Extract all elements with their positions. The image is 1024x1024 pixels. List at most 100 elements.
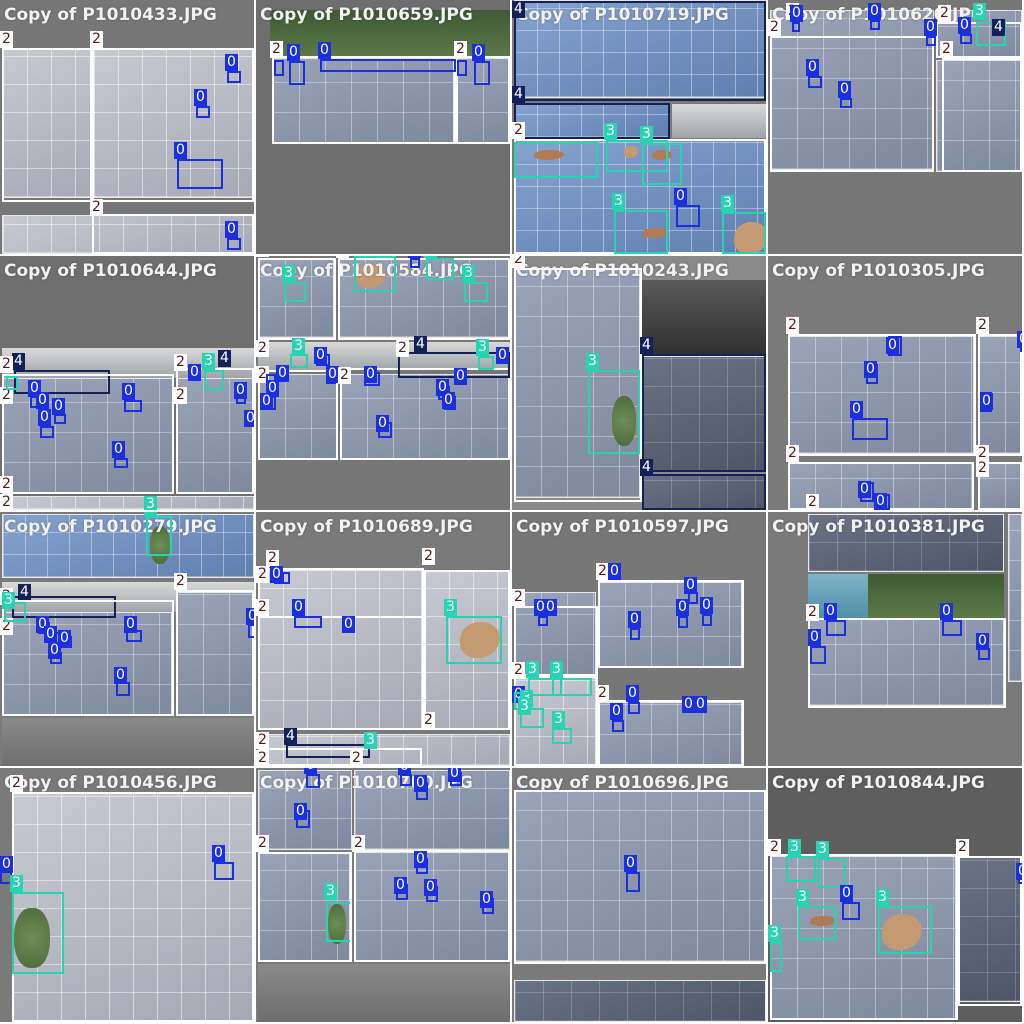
label-class-2: 2 (938, 5, 951, 22)
box-class-0 (960, 34, 972, 44)
solar-panel (258, 770, 352, 850)
label-class-2: 2 (0, 494, 13, 510)
box-class-0 (702, 614, 712, 626)
box-class-0 (400, 774, 412, 786)
box-class-2 (424, 570, 510, 730)
label-class-3: 3 (550, 661, 563, 678)
label-class-0: 0 (624, 855, 637, 872)
label-class-0: 0 (626, 685, 639, 702)
label-class-0: 0 (326, 366, 339, 383)
mosaic-tile: Copy of P1010456.JPG 2 2 0 0 3 (0, 768, 254, 1022)
label-class-2: 2 (174, 354, 187, 371)
mosaic-tile: Copy of P1010644.JPG 4 2 2 0 0 0 0 0 0 2… (0, 256, 254, 510)
label-class-2: 2 (422, 712, 435, 729)
label-class-0: 0 (694, 696, 707, 713)
tile-title: Copy of P1010279.JPG (4, 517, 217, 537)
label-class-2: 2 (0, 356, 13, 373)
box-class-0 (810, 646, 826, 664)
label-class-2: 2 (454, 41, 467, 58)
box-class-0 (942, 620, 962, 636)
box-class-4 (286, 744, 370, 758)
label-class-0: 0 (480, 891, 493, 908)
label-class-2: 2 (0, 618, 13, 635)
leaf-debris (534, 150, 564, 160)
box-class-2 (176, 368, 254, 494)
label-class-0: 0 (676, 599, 689, 616)
label-class-2: 2 (512, 256, 525, 268)
solar-panel (2, 496, 254, 510)
label-class-0: 0 (940, 603, 953, 620)
mosaic-tile: Copy of P1010433.JPG 2 2 0 0 0 2 0 (0, 0, 254, 254)
label-class-3: 3 (144, 496, 157, 510)
box-class-0 (116, 682, 130, 696)
weed-plant (14, 908, 50, 968)
solar-panel (514, 268, 640, 498)
label-class-0: 0 (294, 803, 307, 820)
label-class-3: 3 (144, 512, 157, 516)
label-class-3: 3 (973, 3, 986, 20)
label-class-0: 0 (212, 845, 225, 862)
label-class-2: 2 (256, 566, 269, 583)
label-class-0: 0 (364, 366, 377, 383)
label-class-4: 4 (218, 350, 231, 367)
label-class-3: 3 (604, 123, 617, 140)
label-class-2: 2 (350, 750, 363, 766)
label-class-3: 3 (292, 338, 305, 355)
label-class-0: 0 (684, 577, 697, 594)
box-class-3 (552, 728, 572, 744)
box-class-3 (6, 376, 18, 390)
solar-panel (514, 0, 766, 98)
box-class-0 (248, 624, 254, 638)
label-class-0: 0 (924, 19, 937, 36)
box-class-0 (628, 702, 640, 714)
label-class-0: 0 (260, 393, 273, 410)
box-class-3 (464, 282, 488, 302)
box-class-2 (354, 850, 510, 962)
box-class-2 (788, 334, 976, 456)
leaf-debris (810, 916, 836, 926)
box-class-2 (92, 48, 254, 202)
label-class-2: 2 (256, 732, 269, 749)
label-class-0: 0 (342, 616, 355, 633)
label-class-2: 2 (174, 387, 187, 404)
tile-title: Copy of P1010305.JPG (772, 261, 985, 281)
leaf-debris (624, 146, 638, 158)
label-class-0: 0 (318, 42, 331, 59)
label-class-2: 2 (0, 387, 13, 404)
box-class-2 (978, 334, 1022, 456)
box-class-3 (722, 212, 766, 254)
mosaic-tile: Copy of P1010279.JPG 3 4 2 2 3 0 0 0 0 0… (0, 512, 254, 766)
leaf-debris (460, 622, 500, 658)
box-class-2 (2, 600, 174, 716)
box-class-3 (514, 142, 598, 178)
box-class-0 (474, 61, 490, 85)
label-class-3: 3 (462, 265, 475, 282)
label-class-0: 0 (112, 441, 125, 458)
label-class-0: 0 (304, 768, 317, 774)
box-class-2 (2, 374, 174, 494)
box-class-4 (642, 354, 766, 472)
label-class-0: 0 (608, 563, 621, 580)
box-class-3 (146, 516, 172, 556)
mosaic-tile: Copy of P1010243.JPG 2 3 4 4 (512, 256, 766, 510)
label-class-2: 2 (256, 256, 269, 257)
room-background (642, 280, 766, 356)
label-class-0: 0 (448, 768, 461, 782)
label-class-2: 2 (266, 550, 279, 567)
box-class-3 (786, 856, 816, 882)
box-class-3 (4, 602, 26, 622)
box-class-0 (870, 20, 880, 30)
label-class-2: 2 (976, 445, 989, 462)
box-class-0 (626, 872, 640, 892)
tile-title: Copy of P1010700.JPG (260, 773, 473, 793)
solar-panel (788, 336, 974, 454)
leaf-debris (642, 228, 668, 238)
solar-panel (12, 792, 254, 1022)
ground-background (258, 964, 510, 1022)
leaf-debris (652, 150, 672, 160)
label-class-0: 0 (398, 768, 411, 775)
label-class-0: 0 (376, 415, 389, 432)
label-class-2: 2 (256, 750, 269, 766)
box-class-3 (878, 906, 932, 954)
box-class-3 (606, 140, 668, 172)
